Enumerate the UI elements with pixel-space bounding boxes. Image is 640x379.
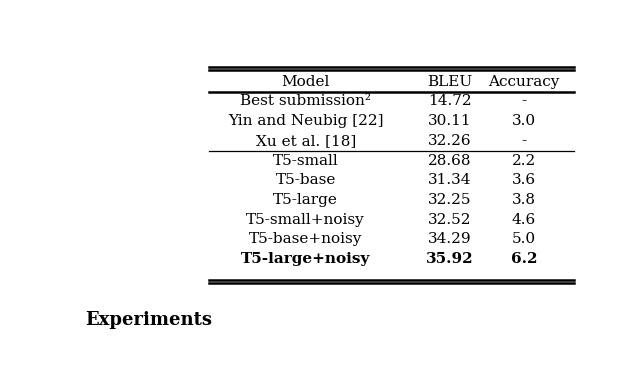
Text: Xu et al. [18]: Xu et al. [18] — [255, 134, 356, 148]
Text: 2.2: 2.2 — [512, 153, 536, 168]
Text: T5-small: T5-small — [273, 153, 339, 168]
Text: Accuracy: Accuracy — [488, 75, 559, 89]
Text: Yin and Neubig [22]: Yin and Neubig [22] — [228, 114, 383, 128]
Text: -: - — [522, 94, 527, 108]
Text: 3.8: 3.8 — [512, 193, 536, 207]
Text: 31.34: 31.34 — [428, 173, 471, 187]
Text: 32.25: 32.25 — [428, 193, 471, 207]
Text: T5-base+noisy: T5-base+noisy — [249, 232, 362, 246]
Text: T5-base: T5-base — [275, 173, 336, 187]
Text: 34.29: 34.29 — [428, 232, 471, 246]
Text: T5-large+noisy: T5-large+noisy — [241, 252, 371, 266]
Text: 28.68: 28.68 — [428, 153, 471, 168]
Text: 35.92: 35.92 — [426, 252, 474, 266]
Text: 3.6: 3.6 — [512, 173, 536, 187]
Text: 6.2: 6.2 — [511, 252, 537, 266]
Text: 32.52: 32.52 — [428, 213, 471, 227]
Text: T5-small+noisy: T5-small+noisy — [246, 213, 365, 227]
Text: 30.11: 30.11 — [428, 114, 471, 128]
Text: 5.0: 5.0 — [512, 232, 536, 246]
Text: -: - — [522, 134, 527, 148]
Text: T5-large: T5-large — [273, 193, 338, 207]
Text: BLEU: BLEU — [427, 75, 472, 89]
Text: 4.6: 4.6 — [512, 213, 536, 227]
Text: 32.26: 32.26 — [428, 134, 471, 148]
Text: Best submission²: Best submission² — [240, 94, 371, 108]
Text: Model: Model — [282, 75, 330, 89]
Text: Experiments: Experiments — [85, 311, 212, 329]
Text: 3.0: 3.0 — [512, 114, 536, 128]
Text: 14.72: 14.72 — [428, 94, 471, 108]
